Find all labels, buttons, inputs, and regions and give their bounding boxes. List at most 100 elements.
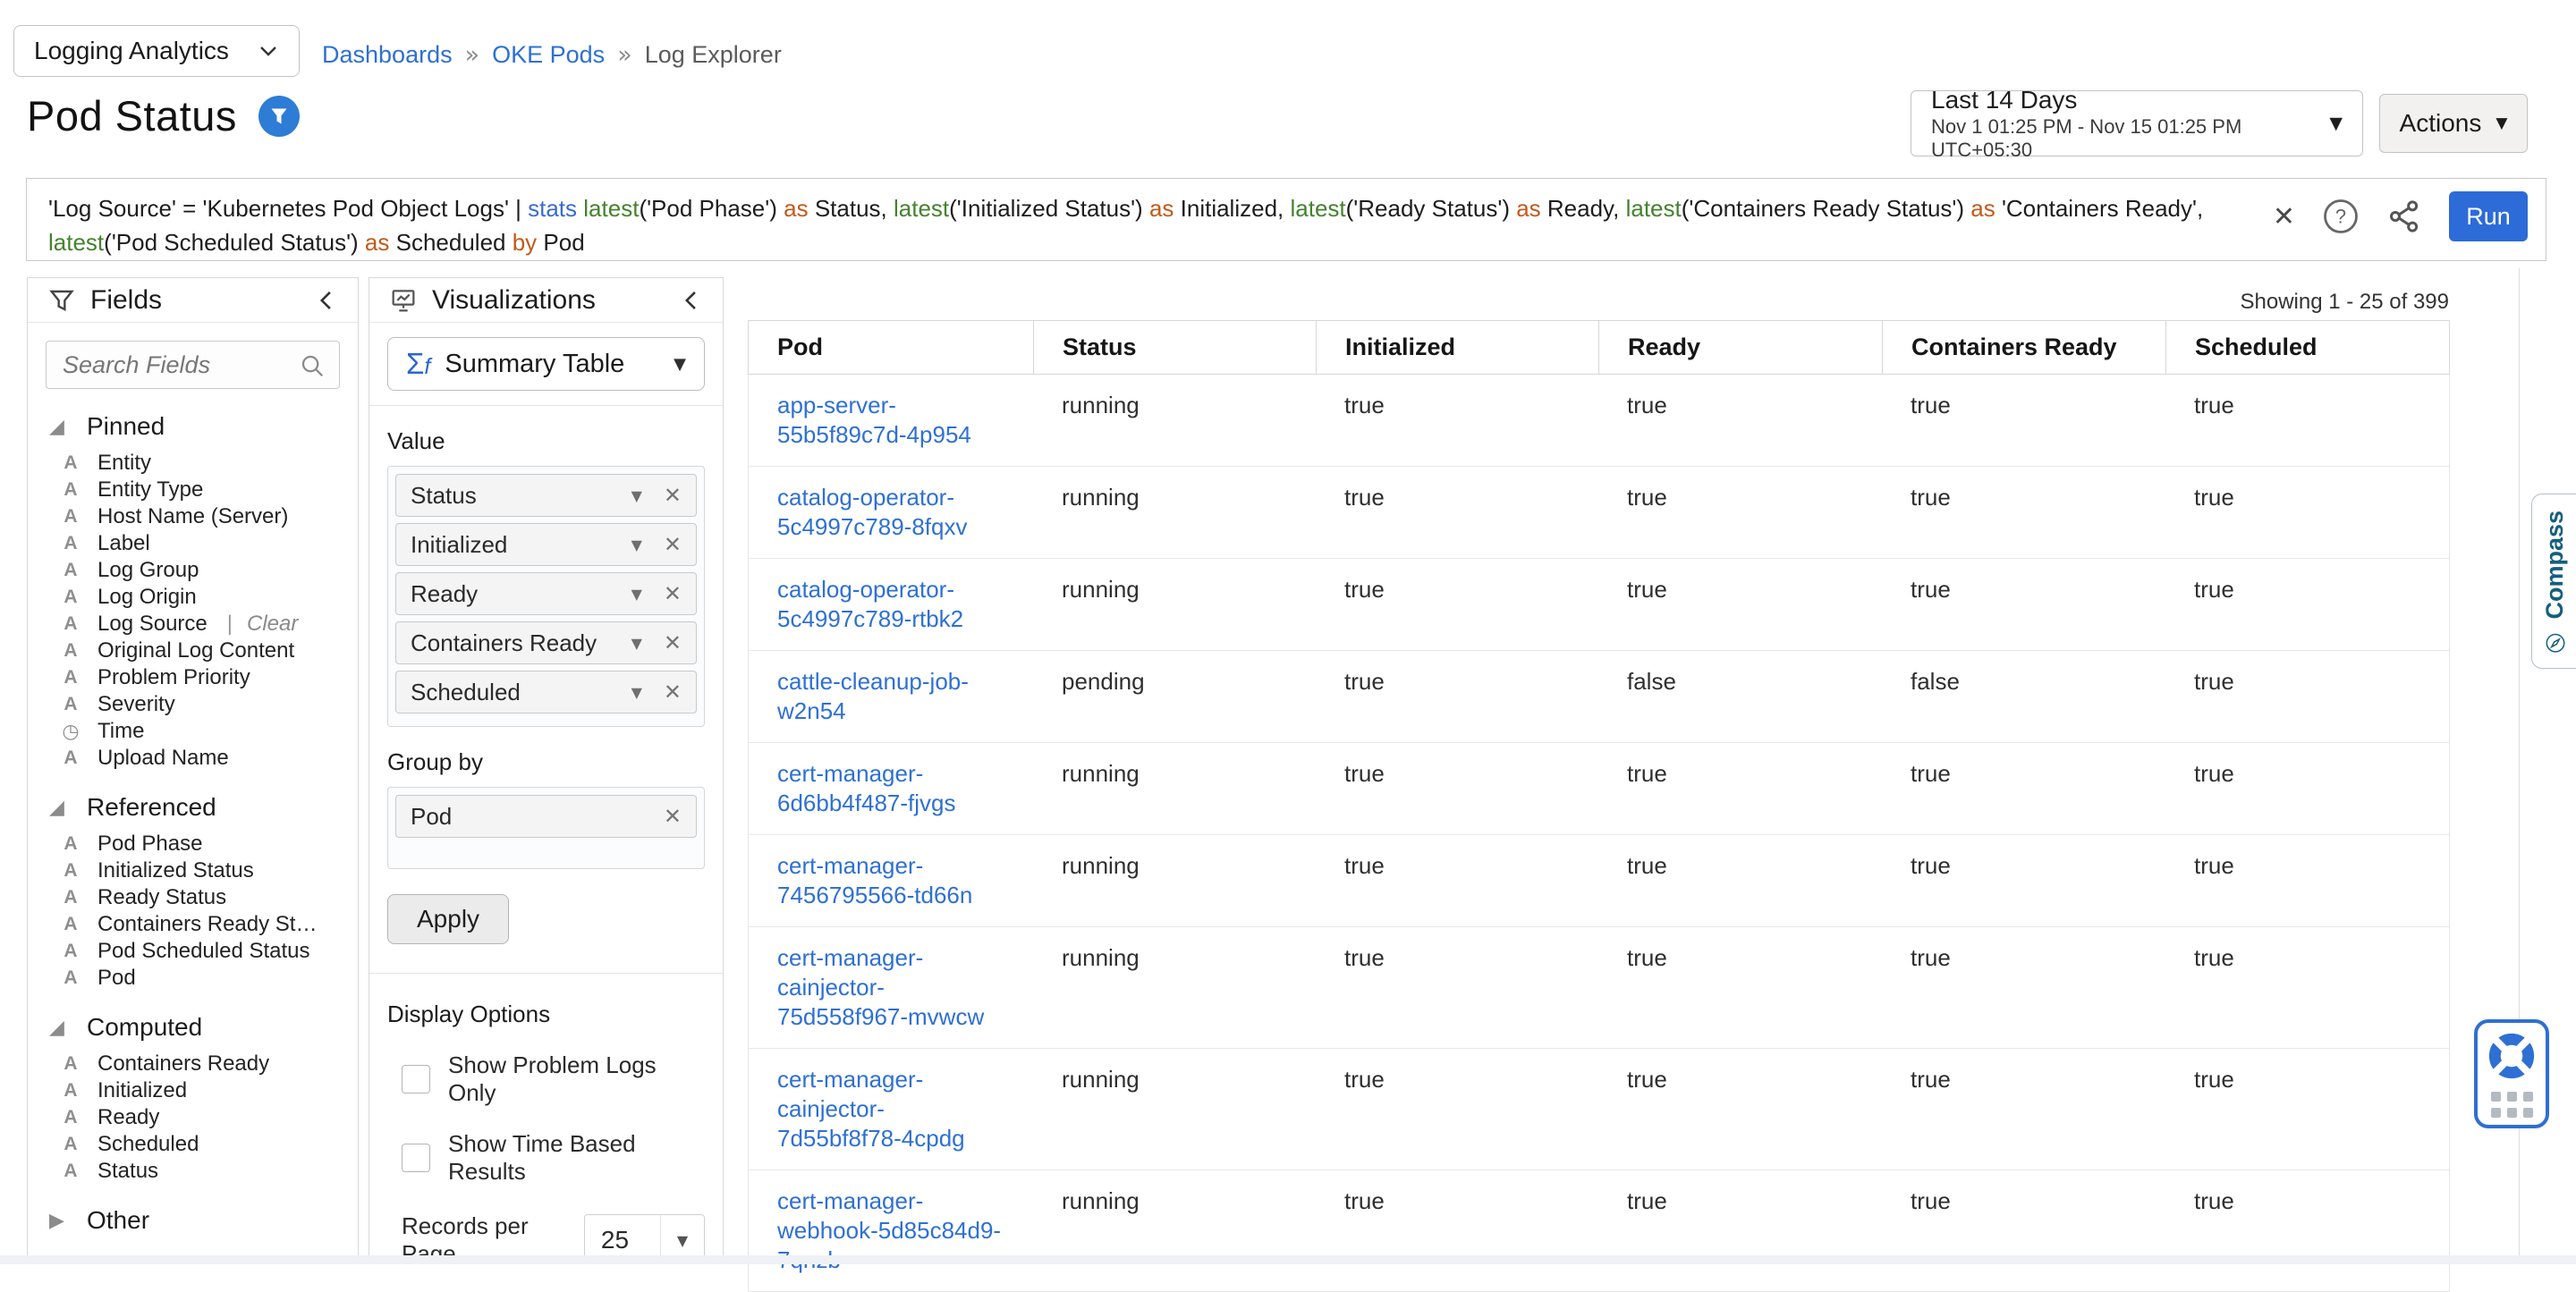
field-item[interactable]: A Original Log Content — [49, 638, 340, 664]
chevron-down-icon — [260, 46, 276, 56]
table-cell: true — [1627, 484, 1667, 511]
field-item[interactable]: A Entity Type — [49, 477, 340, 503]
field-item[interactable]: A Log Group — [49, 557, 340, 584]
field-chip[interactable]: Containers Ready ▼ ✕ — [395, 621, 697, 664]
fields-sections: ◢ Pinned A Entity A Entity Type A Host Name (Se… — [28, 412, 358, 1255]
chevron-down-icon[interactable]: ▼ — [631, 634, 642, 652]
field-chip[interactable]: Scheduled ▼ ✕ — [395, 671, 697, 714]
chevron-down-icon[interactable]: ▼ — [631, 585, 642, 603]
clear-filter-link[interactable]: Clear — [247, 612, 299, 636]
field-item[interactable]: A Label — [49, 530, 340, 557]
table-cell: true — [1627, 576, 1667, 603]
time-range-select[interactable]: Last 14 Days Nov 1 01:25 PM - Nov 15 01:… — [1911, 86, 2363, 161]
remove-chip-icon[interactable]: ✕ — [663, 680, 682, 705]
table-cell: true — [2194, 1187, 2234, 1214]
column-header[interactable]: Scheduled — [2165, 321, 2449, 374]
pod-link[interactable]: cattle-cleanup-job-w2n54 — [777, 668, 969, 724]
field-search-input[interactable] — [46, 341, 340, 389]
field-chip[interactable]: Initialized ▼ ✕ — [395, 523, 697, 566]
breadcrumb-item[interactable]: Dashboards — [322, 41, 453, 68]
chart-type-select[interactable]: Σf Summary Table ▼ — [387, 337, 705, 391]
help-widget[interactable] — [2474, 1019, 2549, 1128]
column-header[interactable]: Initialized — [1316, 321, 1598, 374]
field-item[interactable]: A Pod — [49, 965, 340, 992]
clear-query-icon[interactable]: ✕ — [2272, 200, 2295, 232]
filter-badge-icon[interactable] — [258, 95, 300, 137]
actions-button[interactable]: Actions ▼ — [2379, 94, 2528, 153]
field-item[interactable]: A Entity — [49, 450, 340, 477]
column-header[interactable]: Containers Ready — [1882, 321, 2165, 374]
query-text[interactable]: 'Log Source' = 'Kubernetes Pod Object Lo… — [48, 186, 2273, 259]
pod-link[interactable]: app-server-55b5f89c7d-4p954 — [777, 392, 971, 448]
pod-link[interactable]: cert-manager-cainjector-75d558f967-mvwcw — [777, 944, 985, 1030]
field-item[interactable]: A Scheduled — [49, 1131, 340, 1158]
field-section-header[interactable]: ◢ Pinned — [49, 412, 340, 441]
chevron-down-icon[interactable]: ▼ — [631, 486, 642, 504]
column-header[interactable]: Ready — [1598, 321, 1882, 374]
field-item[interactable]: ◷ Time — [49, 718, 340, 745]
field-section-header[interactable]: ◢ Computed — [49, 1013, 340, 1042]
run-button[interactable]: Run — [2449, 191, 2528, 241]
field-item[interactable]: A Status — [49, 1158, 340, 1185]
field-item[interactable]: A Upload Name — [49, 745, 340, 772]
field-item[interactable]: A Pod Scheduled Status — [49, 938, 340, 965]
compass-tab[interactable]: Compass — [2531, 494, 2576, 669]
pod-link[interactable]: cert-manager-cainjector-7d55bf8f78-4cpdg — [777, 1066, 965, 1152]
field-item[interactable]: A Problem Priority — [49, 664, 340, 691]
field-item[interactable]: A Containers Ready St… — [49, 911, 340, 938]
table-cell: true — [2194, 944, 2234, 971]
field-item[interactable]: A Initialized Status — [49, 857, 340, 884]
remove-chip-icon[interactable]: ✕ — [663, 532, 682, 557]
pod-cell: cert-manager-webhook-5d85c84d9-7qnzb — [749, 1170, 1033, 1291]
query-bar[interactable]: 'Log Source' = 'Kubernetes Pod Object Lo… — [26, 178, 2546, 261]
field-section-header[interactable]: ◢ Referenced — [49, 793, 340, 822]
table-cell: true — [1911, 576, 1951, 603]
checkbox[interactable] — [402, 1065, 430, 1094]
chevron-down-icon[interactable]: ▼ — [631, 683, 642, 701]
help-icon[interactable]: ? — [2322, 198, 2360, 235]
field-item[interactable]: A Ready Status — [49, 884, 340, 911]
checkbox-label: Show Problem Logs Only — [448, 1051, 657, 1106]
collapse-visualizations-icon[interactable] — [680, 289, 703, 312]
column-header[interactable]: Pod — [777, 334, 823, 360]
table-cell: false — [1911, 668, 1960, 695]
table-row: cert-manager-webhook-5d85c84d9-7qnzb runn… — [749, 1170, 2449, 1292]
table-body: app-server-55b5f89c7d-4p954 running true tr… — [748, 375, 2450, 1292]
field-chip[interactable]: Ready ▼ ✕ — [395, 572, 697, 615]
drag-handle-icon[interactable] — [2490, 1091, 2533, 1118]
divider — [2519, 268, 2520, 1264]
field-item[interactable]: A Ready — [49, 1104, 340, 1131]
remove-chip-icon[interactable]: ✕ — [663, 483, 682, 508]
field-item[interactable]: A Log Origin — [49, 584, 340, 611]
triangle-collapsed-icon: ▶ — [49, 1209, 64, 1232]
records-per-page-label: Records per Page — [402, 1212, 529, 1255]
product-select[interactable]: Logging Analytics — [13, 25, 300, 77]
pod-link[interactable]: catalog-operator-5c4997c789-8fqxv — [777, 484, 968, 540]
pod-link[interactable]: catalog-operator-5c4997c789-rtbk2 — [777, 576, 964, 632]
table-cell: true — [1344, 760, 1385, 787]
table-cell: false — [1627, 668, 1676, 695]
field-section-header[interactable]: ▶ Other — [49, 1206, 340, 1235]
field-item[interactable]: A Severity — [49, 691, 340, 718]
field-chip[interactable]: Pod ✕ — [395, 795, 697, 838]
remove-chip-icon[interactable]: ✕ — [663, 581, 682, 606]
field-item[interactable]: A Pod Phase — [49, 831, 340, 857]
field-type-icon: A — [64, 941, 78, 961]
pod-link[interactable]: cert-manager-6d6bb4f487-fjvgs — [777, 760, 956, 816]
field-chip[interactable]: Status ▼ ✕ — [395, 474, 697, 517]
chevron-down-icon[interactable]: ▼ — [631, 536, 642, 553]
remove-chip-icon[interactable]: ✕ — [663, 804, 682, 829]
column-header[interactable]: Status — [1033, 321, 1316, 374]
apply-button[interactable]: Apply — [387, 894, 510, 944]
share-icon[interactable] — [2386, 198, 2422, 234]
records-per-page-select[interactable]: 25 ▼ — [583, 1214, 705, 1255]
field-item[interactable]: A Log Source | Clear — [49, 611, 340, 638]
remove-chip-icon[interactable]: ✕ — [663, 630, 682, 655]
field-item[interactable]: A Initialized — [49, 1077, 340, 1104]
pod-link[interactable]: cert-manager-7456795566-td66n — [777, 852, 973, 908]
breadcrumb-item[interactable]: OKE Pods — [492, 41, 606, 68]
field-item[interactable]: A Containers Ready — [49, 1051, 340, 1077]
checkbox[interactable] — [402, 1144, 430, 1172]
field-item[interactable]: A Host Name (Server) — [49, 503, 340, 530]
collapse-fields-icon[interactable] — [315, 289, 338, 312]
